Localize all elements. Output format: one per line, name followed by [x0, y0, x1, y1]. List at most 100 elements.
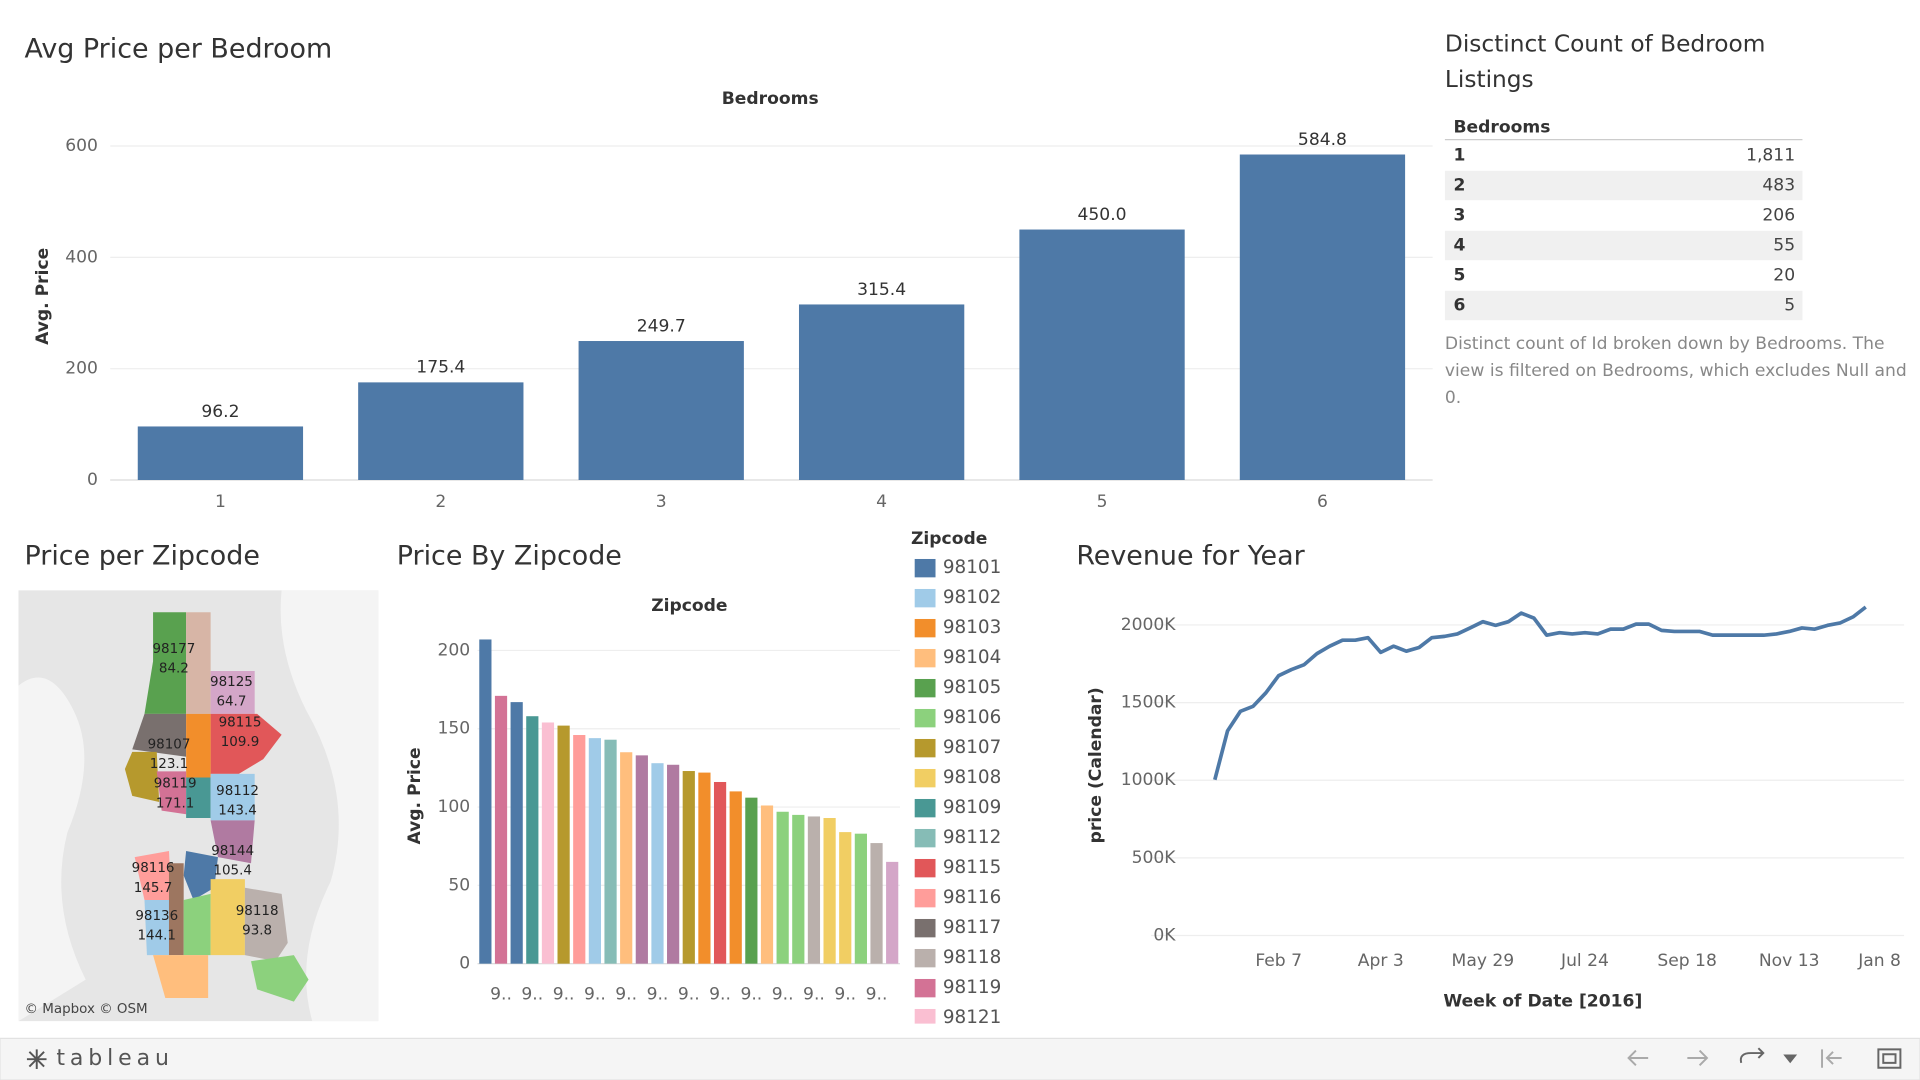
- map-value: 84.2: [159, 662, 189, 677]
- legend-label: 98119: [943, 977, 1001, 998]
- row-value: 206: [1762, 206, 1795, 226]
- reset-button[interactable]: [1821, 1049, 1842, 1068]
- map-zip: 98177: [152, 642, 195, 657]
- x-axis-title: Bedrooms: [722, 89, 819, 109]
- bar: [667, 764, 680, 964]
- undo-button[interactable]: [1627, 1049, 1649, 1066]
- row-key: 6: [1453, 296, 1465, 316]
- legend-label: 98102: [943, 587, 1001, 608]
- x-tick-label: 9..: [772, 984, 794, 1004]
- y-tick-label: 0: [459, 954, 470, 974]
- x-tick-label: 6: [1317, 492, 1328, 512]
- fullscreen-button[interactable]: [1877, 1048, 1902, 1069]
- x-tick-label: Jan 8: [1857, 951, 1901, 971]
- footer-controls: [1627, 1047, 1902, 1069]
- bar: [510, 702, 523, 964]
- bar: [588, 738, 601, 964]
- legend-label: 98103: [943, 617, 1001, 638]
- y-tick-label: 150: [438, 719, 471, 739]
- x-tick-label: May 29: [1452, 951, 1515, 971]
- y-tick-label: 200: [438, 640, 471, 660]
- bar: [635, 755, 648, 964]
- legend-label: 98108: [943, 767, 1001, 788]
- x-tick-label: Apr 3: [1358, 951, 1404, 971]
- x-axis-title: Zipcode: [651, 596, 727, 616]
- legend-swatch: [914, 828, 936, 848]
- row-value: 20: [1773, 266, 1795, 286]
- map-zip: 98116: [132, 861, 175, 876]
- row-shade: [1444, 290, 1803, 321]
- bar: [651, 763, 664, 964]
- y-tick-label: 1000K: [1121, 770, 1177, 790]
- revert-button[interactable]: [1739, 1047, 1765, 1064]
- x-tick-label: 9..: [584, 984, 606, 1004]
- legend-swatch: [914, 1008, 936, 1024]
- zip-area: [210, 879, 245, 956]
- map: © Mapbox © OSM: [18, 590, 379, 1022]
- y-tick-label: 500K: [1132, 848, 1177, 868]
- zip-area: [183, 893, 211, 956]
- bar: [854, 833, 867, 964]
- zip-area: [210, 773, 255, 821]
- y-tick-label: 0K: [1153, 926, 1176, 946]
- x-tick-label: Feb 7: [1255, 951, 1302, 971]
- legend-swatch: [914, 558, 936, 578]
- legend-label: 98116: [943, 887, 1001, 908]
- map-value: 143.4: [218, 804, 257, 819]
- zip-area: [134, 851, 172, 900]
- row-value: 55: [1773, 236, 1795, 256]
- legend-label: 98121: [943, 1007, 1001, 1028]
- row-key: 2: [1453, 176, 1465, 196]
- bar: [776, 811, 789, 964]
- table-header: Bedrooms: [1453, 117, 1550, 137]
- legend-swatch: [914, 888, 936, 908]
- dropdown[interactable]: [1783, 1054, 1798, 1064]
- redo-button[interactable]: [1687, 1049, 1709, 1066]
- legend-title: Zipcode: [911, 529, 987, 549]
- x-tick-label: 9..: [615, 984, 637, 1004]
- x-tick-label: 9..: [834, 984, 856, 1004]
- chart-title: Price By Zipcode: [397, 541, 622, 572]
- zip-area: [210, 820, 255, 864]
- legend-swatch: [914, 858, 936, 878]
- chart-title: Revenue for Year: [1076, 541, 1305, 572]
- value-label: 315.4: [857, 280, 906, 300]
- x-tick-label: 9..: [678, 984, 700, 1004]
- legend-swatch: [914, 918, 936, 938]
- bar: [526, 716, 539, 964]
- footer: [0, 1037, 1920, 1080]
- row-key: 3: [1453, 206, 1465, 226]
- bar: [698, 772, 711, 964]
- zip-area: [186, 612, 211, 714]
- y-tick-label: 0: [87, 470, 98, 490]
- map-value: 144.1: [137, 929, 176, 944]
- legend-label: 98109: [943, 797, 1001, 818]
- table-caption-box: Distinct count of Id broken down by Bedr…: [1445, 334, 1907, 407]
- row-key: 1: [1453, 146, 1465, 166]
- bar: [839, 832, 852, 964]
- legend-swatch: [914, 588, 936, 608]
- map-value: 64.7: [216, 695, 246, 710]
- row-key: 5: [1453, 266, 1465, 286]
- bar: [604, 739, 617, 964]
- bar: [541, 722, 555, 964]
- x-tick-label: 9..: [866, 984, 888, 1004]
- x-tick-label: Sep 18: [1657, 951, 1717, 971]
- y-axis-title: price (Calendar): [1086, 687, 1106, 843]
- legend-label: 98107: [943, 737, 1001, 758]
- legend-swatch: [914, 768, 936, 788]
- bar: [886, 861, 899, 964]
- x-tick-label: 9..: [803, 984, 825, 1004]
- zip-area: [183, 851, 218, 900]
- bar: [682, 771, 695, 964]
- legend-swatch: [914, 948, 936, 968]
- value-label: 450.0: [1078, 205, 1127, 225]
- x-tick-label: 2: [435, 492, 446, 512]
- legend-label: 98101: [943, 557, 1001, 578]
- line: [1213, 605, 1867, 781]
- x-tick-label: 9..: [709, 984, 731, 1004]
- bar: [1019, 229, 1185, 480]
- legend-swatch: [914, 738, 936, 758]
